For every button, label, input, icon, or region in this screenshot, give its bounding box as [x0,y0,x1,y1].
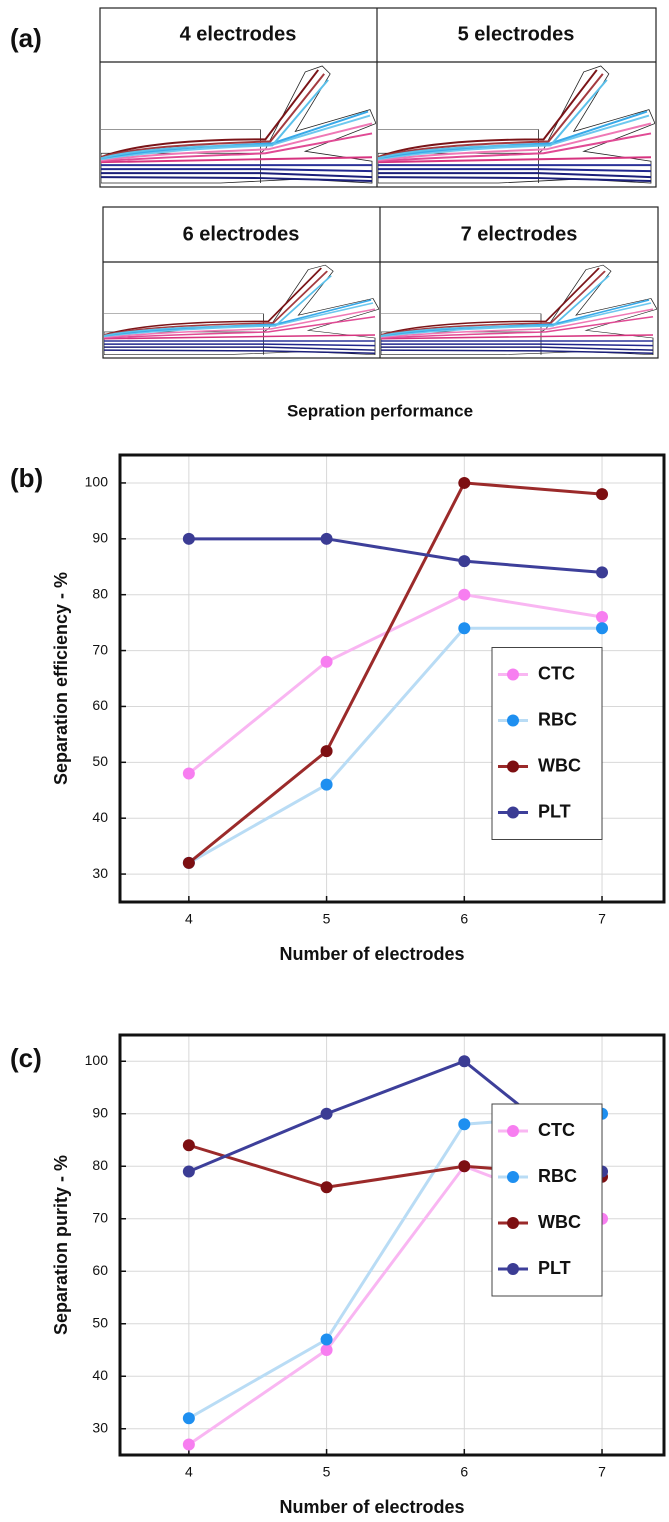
y-tick-label: 40 [92,1367,108,1383]
y-tick-label: 30 [92,865,108,881]
data-point [321,745,333,757]
legend-label: RBC [538,709,577,729]
legend-label: PLT [538,801,571,821]
panel-title: 5 electrodes [458,23,575,45]
y-tick-label: 60 [92,1262,108,1278]
legend-marker [507,715,519,727]
y-axis-title: Separation efficiency - % [51,572,71,785]
data-point [321,533,333,545]
data-point [183,857,195,869]
data-point [458,477,470,489]
x-tick-label: 4 [185,1464,193,1480]
y-tick-label: 50 [92,1314,108,1330]
data-point [321,1334,333,1346]
y-tick-label: 50 [92,753,108,769]
panel-label: (c) [10,1043,42,1073]
panel-label: (a) [10,23,42,53]
legend-marker [507,761,519,773]
caption: Sepration performance [287,401,473,420]
simulation-image [381,265,657,355]
legend-marker [507,1171,519,1183]
simulation-image [378,66,655,183]
legend-label: PLT [538,1258,571,1278]
data-point [183,533,195,545]
panel-title: 7 electrodes [461,223,578,245]
legend-marker [507,1125,519,1137]
data-point [458,1160,470,1172]
data-point [596,566,608,578]
y-tick-label: 100 [85,474,109,490]
y-tick-label: 100 [85,1052,109,1068]
legend-marker [507,1217,519,1229]
data-point [183,767,195,779]
panel-title: 6 electrodes [183,223,300,245]
legend-label: CTC [538,1120,575,1140]
panel-title: 4 electrodes [180,23,297,45]
y-tick-label: 80 [92,1157,108,1173]
x-tick-label: 5 [323,1464,331,1480]
data-point [321,1108,333,1120]
y-tick-label: 70 [92,641,108,657]
data-point [458,622,470,634]
data-point [321,656,333,668]
data-point [321,779,333,791]
x-tick-label: 4 [185,911,193,927]
data-point [596,488,608,500]
data-point [458,589,470,601]
data-point [183,1412,195,1424]
x-tick-label: 7 [598,1464,606,1480]
data-point [596,611,608,623]
legend-label: WBC [538,1212,581,1232]
y-axis-title: Separation purity - % [51,1155,71,1335]
x-axis-title: Number of electrodes [279,944,464,964]
data-point [596,622,608,634]
figure: (a) 4 electrodes 5 electrodes 6 electrod… [0,0,669,1522]
legend-label: CTC [538,663,575,683]
x-axis-title: Number of electrodes [279,1497,464,1517]
data-point [458,1055,470,1067]
data-point [458,1118,470,1130]
x-tick-label: 5 [323,911,331,927]
simulation-image [104,265,379,355]
data-point [183,1139,195,1151]
y-tick-label: 40 [92,809,108,825]
y-tick-label: 70 [92,1209,108,1225]
series-line [189,539,602,573]
legend-marker [507,807,519,819]
y-tick-label: 90 [92,1104,108,1120]
legend-marker [507,669,519,681]
data-point [321,1344,333,1356]
legend-marker [507,1263,519,1275]
y-tick-label: 80 [92,585,108,601]
data-point [183,1166,195,1178]
data-point [458,555,470,567]
y-tick-label: 90 [92,530,108,546]
data-point [321,1181,333,1193]
simulation-image [101,66,376,183]
y-tick-label: 60 [92,697,108,713]
x-tick-label: 6 [460,911,468,927]
panel-label: (b) [10,463,43,493]
x-tick-label: 7 [598,911,606,927]
y-tick-label: 30 [92,1419,108,1435]
data-point [183,1439,195,1451]
legend-label: RBC [538,1166,577,1186]
legend-label: WBC [538,755,581,775]
x-tick-label: 6 [460,1464,468,1480]
